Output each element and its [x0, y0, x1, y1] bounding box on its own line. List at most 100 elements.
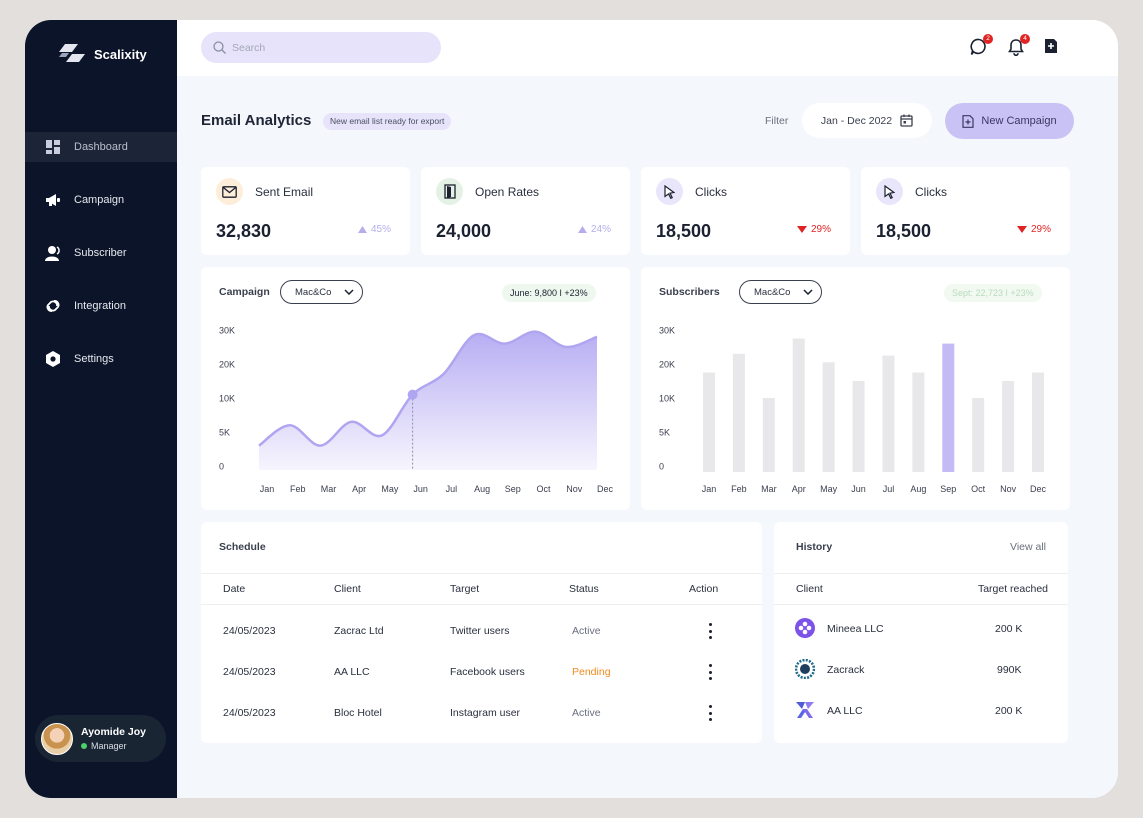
column-header: Action — [689, 583, 719, 595]
y-tick-label: 0 — [219, 462, 224, 472]
gear-icon — [45, 351, 61, 367]
bar-jul — [882, 355, 895, 472]
main-content: Email Analytics New email list ready for… — [177, 76, 1118, 798]
date-range-picker[interactable]: Jan - Dec 2022 — [802, 103, 932, 138]
pill-label: Sept: 22,723 — [952, 288, 1004, 298]
subscribers-client-select[interactable]: Mac&Co — [739, 280, 822, 304]
x-tick-label: Feb — [731, 484, 747, 494]
divider — [201, 604, 762, 605]
link-icon — [45, 298, 61, 314]
x-tick-label: May — [820, 484, 838, 494]
column-header[interactable]: Client — [334, 583, 361, 595]
stat-card-clicks-2[interactable]: Clicks 18,500 29% — [861, 167, 1070, 255]
messages-button[interactable]: 2 — [970, 34, 993, 58]
search-bar — [201, 32, 441, 63]
avatar — [41, 722, 73, 755]
cell-status: Pending — [572, 666, 611, 678]
stat-change: 29% — [1016, 224, 1051, 235]
history-table: History View all Client Target reached M… — [774, 522, 1068, 743]
column-header[interactable]: Date — [223, 583, 246, 595]
stat-label: Clicks — [915, 185, 947, 199]
divider — [774, 604, 1068, 605]
stat-label: Open Rates — [475, 185, 540, 199]
profile-role-label: Manager — [91, 741, 127, 751]
x-tick-label: Jan — [260, 484, 275, 494]
online-status-icon — [81, 743, 87, 749]
user-profile[interactable]: Ayomide Joy Manager — [35, 715, 166, 762]
bar-dec — [1032, 372, 1044, 472]
bar-may — [822, 362, 835, 472]
sidebar-item-settings[interactable]: Settings — [25, 344, 177, 374]
campaign-highlight-pill: June: 9,800 ǀ +23% — [502, 284, 596, 302]
dashboard-icon — [45, 139, 61, 155]
profile-name: Ayomide Joy — [81, 726, 146, 738]
bar-oct — [972, 398, 985, 472]
column-header[interactable]: Target — [450, 583, 480, 595]
sidebar-item-label: Campaign — [74, 194, 125, 206]
logo[interactable]: Scalixity — [58, 44, 147, 64]
new-document-icon — [962, 114, 974, 128]
sidebar-item-integration[interactable]: Integration — [25, 291, 177, 321]
x-tick-label: Sep — [505, 484, 521, 494]
bell-icon — [1008, 39, 1024, 57]
select-value: Mac&Co — [754, 286, 791, 298]
x-tick-label: Mar — [761, 484, 777, 494]
stat-card-open-rates[interactable]: Open Rates 24,000 24% — [421, 167, 630, 255]
cell-target: Twitter users — [450, 625, 510, 637]
calendar-icon — [900, 114, 913, 127]
stat-card-sent-email[interactable]: Sent Email 32,830 45% — [201, 167, 410, 255]
stat-change: 29% — [796, 224, 831, 235]
cell-status: Active — [572, 625, 601, 637]
column-header[interactable]: Status — [569, 583, 599, 595]
megaphone-icon — [45, 192, 61, 208]
cell-client: Zacrac Ltd — [334, 625, 384, 637]
bar-aug — [912, 372, 925, 472]
cell-target-reached: 990K — [997, 664, 1022, 676]
x-tick-label: Jan — [702, 484, 717, 494]
chat-icon — [970, 38, 986, 55]
cell-client: Bloc Hotel — [334, 707, 382, 719]
stat-change-value: 29% — [810, 224, 831, 235]
y-tick-label: 20K — [659, 360, 675, 370]
app-name: Scalixity — [94, 46, 147, 62]
cell-status: Active — [572, 707, 601, 719]
campaign-client-select[interactable]: Mac&Co — [280, 280, 363, 304]
triangle-up-icon — [577, 226, 587, 233]
sidebar-item-dashboard[interactable]: Dashboard — [25, 132, 177, 162]
column-header[interactable]: Target reached — [977, 583, 1048, 595]
x-tick-label: Aug — [910, 484, 926, 494]
row-actions-button[interactable] — [705, 664, 715, 680]
notifications-button[interactable]: 4 — [1007, 34, 1030, 58]
export-notice-tag[interactable]: New email list ready for export — [323, 113, 452, 130]
column-header[interactable]: Client — [796, 583, 823, 595]
search-input[interactable] — [232, 41, 422, 54]
bar-feb — [732, 353, 745, 472]
view-all-link[interactable]: View all — [1010, 541, 1046, 553]
add-button[interactable] — [1043, 38, 1063, 58]
y-tick-label: 30K — [659, 326, 675, 336]
scalixity-logo-icon — [59, 44, 85, 62]
zacrack-logo-icon — [794, 658, 816, 680]
stat-change-value: 29% — [1030, 224, 1051, 235]
x-tick-label: Feb — [290, 484, 306, 494]
stat-change: 24% — [577, 224, 611, 235]
sidebar-item-subscriber[interactable]: Subscriber — [25, 238, 177, 268]
x-tick-label: Apr — [792, 484, 806, 494]
x-tick-label: Nov — [566, 484, 583, 494]
sidebar-item-label: Subscriber — [74, 247, 127, 259]
stat-card-clicks[interactable]: Clicks 18,500 29% — [641, 167, 850, 255]
bar-sep — [942, 343, 955, 472]
y-tick-label: 5K — [659, 428, 670, 438]
page-title: Email Analytics — [201, 112, 312, 129]
divider — [201, 573, 762, 574]
row-actions-button[interactable] — [705, 623, 715, 639]
bar-mar — [762, 398, 775, 472]
chevron-down-icon — [803, 289, 813, 295]
new-campaign-button[interactable]: New Campaign — [945, 103, 1074, 139]
cell-date: 24/05/2023 — [223, 625, 276, 637]
profile-role: Manager — [81, 741, 146, 751]
chart-title: Subscribers — [659, 286, 720, 298]
row-actions-button[interactable] — [705, 705, 715, 721]
sidebar-item-campaign[interactable]: Campaign — [25, 185, 177, 215]
x-tick-label: Jul — [883, 484, 895, 494]
